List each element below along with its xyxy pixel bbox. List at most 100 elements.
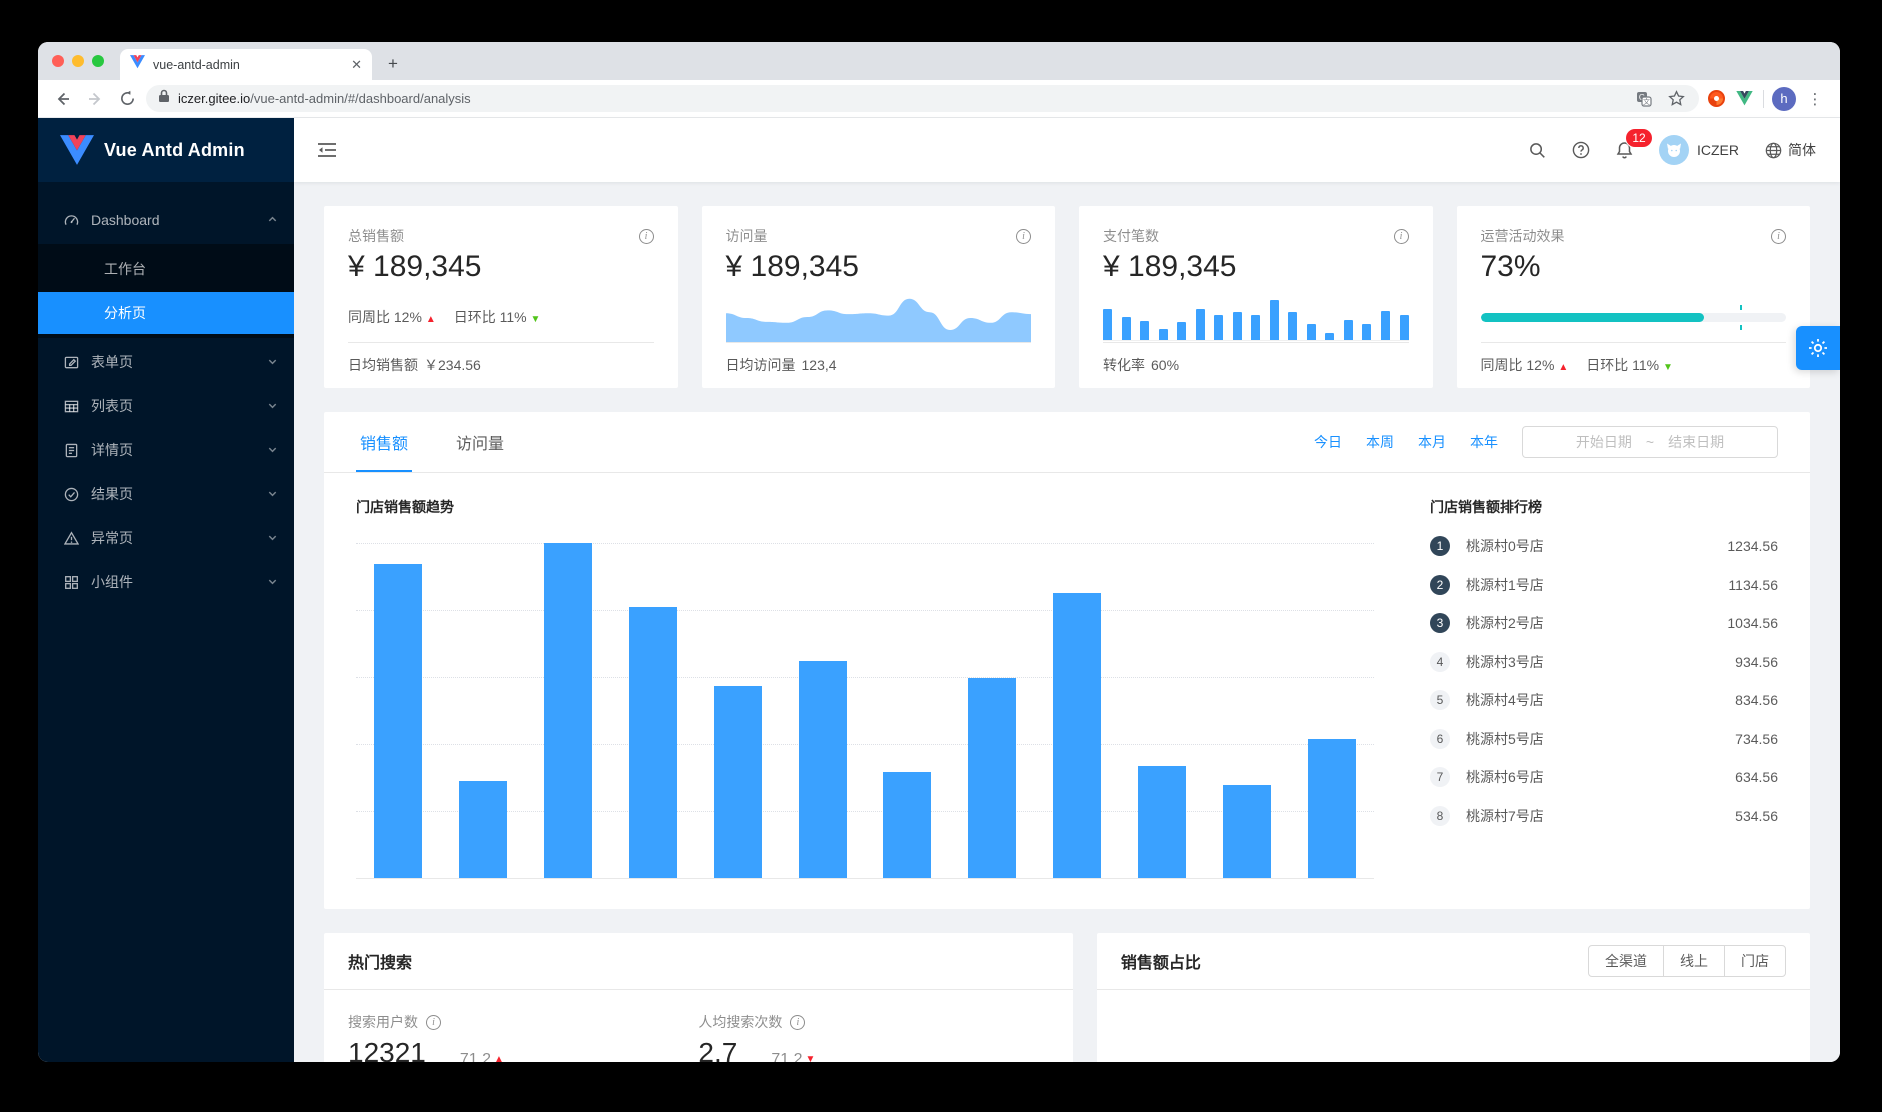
trend-down-icon: ▼ bbox=[1662, 362, 1673, 373]
warning-icon bbox=[64, 530, 79, 546]
minimize-window-button[interactable] bbox=[72, 55, 84, 67]
channel-store-button[interactable]: 门店 bbox=[1724, 945, 1786, 977]
zoom-window-button[interactable] bbox=[92, 55, 104, 67]
channel-online-button[interactable]: 线上 bbox=[1663, 945, 1725, 977]
sidebar-item-工作台[interactable]: 工作台 bbox=[38, 248, 294, 290]
chart-bar bbox=[713, 685, 762, 878]
sparkline-bar bbox=[1269, 299, 1279, 340]
range-today-link[interactable]: 今日 bbox=[1314, 434, 1342, 450]
search-icon[interactable] bbox=[1529, 142, 1546, 159]
sidebar-item-结果页[interactable]: 结果页 bbox=[38, 474, 294, 514]
user-menu[interactable]: ICZER bbox=[1659, 135, 1739, 165]
reload-icon[interactable] bbox=[114, 86, 140, 112]
sidebar-item-label: 分析页 bbox=[104, 305, 146, 321]
notification-badge: 12 bbox=[1626, 129, 1652, 147]
trend-up-icon: ▲ bbox=[494, 1054, 504, 1062]
stat-card-total-sales: 总销售额 i ¥ 189,345 同周比 12% ▲ 日环比 11% ▼ 日均销售… bbox=[324, 206, 678, 388]
language-switcher[interactable]: 简体 bbox=[1765, 140, 1816, 160]
tab-close-icon[interactable]: ✕ bbox=[351, 56, 362, 72]
theme-settings-button[interactable] bbox=[1796, 326, 1840, 370]
info-icon[interactable]: i bbox=[1771, 228, 1786, 244]
gear-icon bbox=[1809, 339, 1827, 357]
notifications-bell-icon[interactable]: 12 bbox=[1616, 129, 1652, 159]
info-icon[interactable]: i bbox=[1016, 228, 1031, 244]
range-week-link[interactable]: 本周 bbox=[1366, 434, 1394, 450]
channel-all-button[interactable]: 全渠道 bbox=[1588, 945, 1664, 977]
lock-icon[interactable] bbox=[158, 89, 170, 108]
info-icon[interactable]: i bbox=[638, 228, 654, 244]
tab-sales[interactable]: 销售额 bbox=[356, 412, 413, 472]
translate-icon[interactable]: G文 bbox=[1633, 88, 1655, 110]
chart-bar bbox=[968, 677, 1017, 878]
toolbar-divider bbox=[1763, 89, 1764, 108]
rank-row: 3 桃源村2号店 1034.56 bbox=[1430, 604, 1778, 643]
sidebar-item-label: 表单页 bbox=[91, 354, 133, 370]
bookmark-star-icon[interactable] bbox=[1665, 88, 1687, 110]
range-month-link[interactable]: 本月 bbox=[1418, 434, 1446, 450]
menu-fold-icon[interactable] bbox=[318, 142, 336, 158]
svg-text:文: 文 bbox=[1643, 97, 1650, 106]
help-icon[interactable] bbox=[1572, 141, 1590, 159]
info-icon[interactable]: i bbox=[1393, 228, 1409, 244]
profile-icon bbox=[64, 443, 79, 458]
progress-target-marker bbox=[1740, 304, 1743, 330]
chart-bar bbox=[374, 564, 423, 878]
forward-icon[interactable] bbox=[82, 86, 108, 112]
tab-visits[interactable]: 访问量 bbox=[456, 436, 505, 453]
stat-footer-value: ￥234.56 bbox=[424, 357, 481, 373]
sparkline-bar bbox=[1399, 315, 1409, 340]
date-separator: ~ bbox=[1645, 434, 1655, 450]
range-year-link[interactable]: 本年 bbox=[1470, 434, 1498, 450]
browser-tab[interactable]: vue-antd-admin ✕ bbox=[120, 49, 372, 80]
date-range-picker[interactable]: 开始日期 ~ 结束日期 bbox=[1522, 426, 1778, 458]
url-bar[interactable]: iczer.gitee.io/vue-antd-admin/#/dashboar… bbox=[146, 85, 1699, 112]
sidebar-item-dashboard[interactable]: Dashboard bbox=[38, 200, 294, 240]
sparkline-bar bbox=[1158, 328, 1168, 340]
sales-ratio-title: 销售额占比 bbox=[1120, 955, 1201, 972]
app-title: Vue Antd Admin bbox=[104, 139, 245, 160]
sales-panel: 销售额 访问量 今日 本周 本月 本年 开始日期 ~ 结束日期 bbox=[324, 412, 1810, 909]
close-window-button[interactable] bbox=[52, 55, 64, 67]
trend-down-icon: ▼ bbox=[530, 314, 541, 325]
stat-footer-label: 转化率 bbox=[1103, 357, 1145, 373]
rank-store-name: 桃源村5号店 bbox=[1466, 730, 1544, 747]
browser-profile-avatar[interactable]: h bbox=[1772, 86, 1796, 111]
chart-gridline bbox=[356, 543, 1374, 544]
username: ICZER bbox=[1697, 142, 1739, 158]
sidebar-item-异常页[interactable]: 异常页 bbox=[38, 518, 294, 558]
search-users-stat: 搜索用户数 i 12321 71.2 ▲ bbox=[348, 1012, 698, 1062]
sidebar-item-label: 结果页 bbox=[91, 486, 133, 502]
sparkline-bar bbox=[1288, 312, 1298, 340]
info-icon[interactable]: i bbox=[790, 1014, 806, 1030]
extension-orange-icon[interactable] bbox=[1705, 88, 1727, 110]
info-icon[interactable]: i bbox=[426, 1014, 441, 1030]
chart-bar bbox=[544, 543, 593, 878]
activity-progress-bar bbox=[1480, 304, 1786, 330]
globe-icon bbox=[1765, 142, 1782, 158]
rank-store-name: 桃源村6号店 bbox=[1466, 769, 1544, 786]
browser-menu-icon[interactable]: ⋮ bbox=[1807, 90, 1823, 108]
rank-badge: 6 bbox=[1430, 728, 1450, 749]
trend-chart-title: 门店销售额趋势 bbox=[356, 499, 454, 515]
rank-row: 5 桃源村4号店 834.56 bbox=[1430, 681, 1778, 720]
stat-value: ¥ 189,345 bbox=[725, 250, 859, 283]
rank-store-value: 1234.56 bbox=[1727, 538, 1778, 555]
sidebar-item-小组件[interactable]: 小组件 bbox=[38, 562, 294, 602]
payments-bar-chart bbox=[1103, 295, 1409, 341]
chart-bar bbox=[1307, 739, 1356, 878]
rank-store-name: 桃源村4号店 bbox=[1466, 692, 1544, 709]
app-logo[interactable]: Vue Antd Admin bbox=[38, 118, 294, 182]
chart-gridline bbox=[356, 811, 1374, 812]
new-tab-button[interactable]: + bbox=[388, 54, 398, 73]
hot-search-card: 热门搜索 搜索用户数 i 12321 71.2 ▲ bbox=[324, 933, 1073, 1062]
back-icon[interactable] bbox=[50, 86, 76, 112]
dashboard-submenu: 工作台分析页 bbox=[38, 244, 294, 338]
sidebar-item-表单页[interactable]: 表单页 bbox=[38, 342, 294, 382]
stat-footer-value: 123,4 bbox=[801, 357, 837, 373]
sidebar-item-详情页[interactable]: 详情页 bbox=[38, 430, 294, 470]
vue-devtools-icon[interactable] bbox=[1733, 88, 1755, 110]
sidebar-item-分析页[interactable]: 分析页 bbox=[38, 292, 294, 334]
sidebar-item-列表页[interactable]: 列表页 bbox=[38, 386, 294, 426]
chevron-down-icon bbox=[267, 442, 278, 458]
sparkline-bar bbox=[1306, 324, 1316, 340]
